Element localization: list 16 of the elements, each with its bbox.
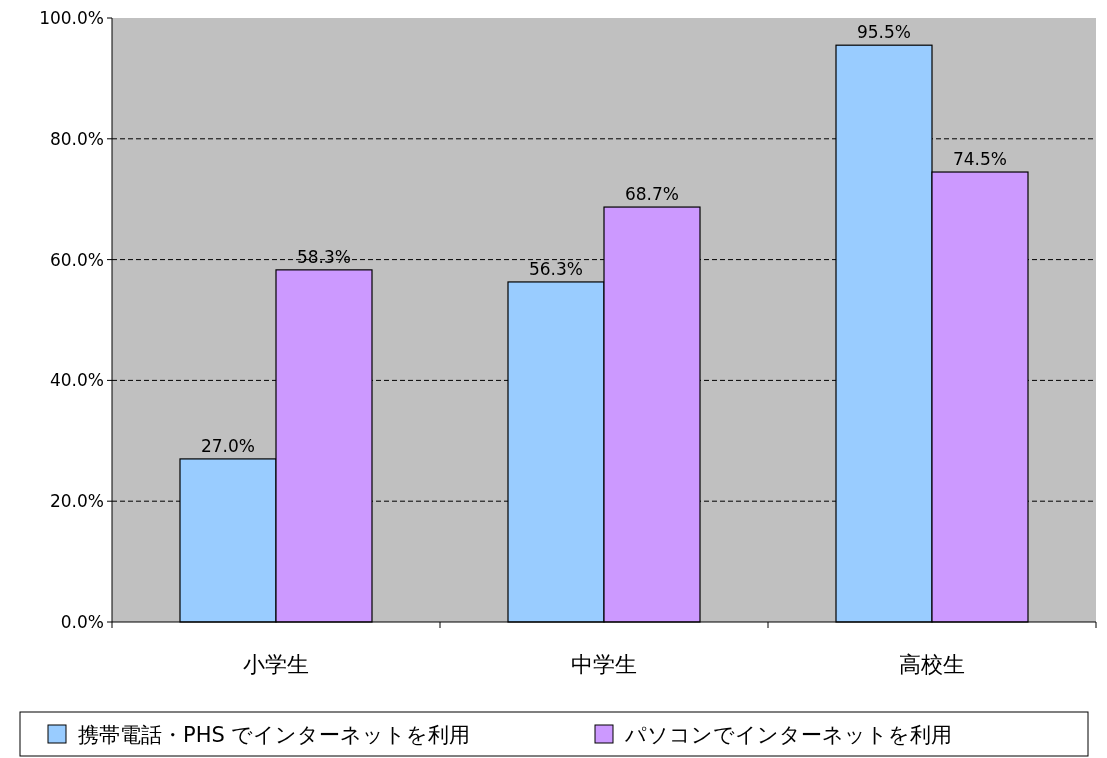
data-label: 74.5% <box>952 149 1008 170</box>
y-tick-label: 80.0% <box>49 128 104 149</box>
data-label: 27.0% <box>200 435 256 456</box>
legend-label: 携帯電話・PHS でインターネットを利用 <box>78 723 471 747</box>
y-tick-label: 40.0% <box>49 370 104 391</box>
x-tick-label: 小学生 <box>243 652 309 677</box>
y-tick-label: 0.0% <box>60 612 104 632</box>
y-tick-label: 100.0% <box>39 8 104 28</box>
y-tick-label: 20.0% <box>49 491 104 512</box>
y-tick-label: 60.0% <box>49 249 104 270</box>
data-label: 56.3% <box>528 258 584 279</box>
data-label: 68.7% <box>624 184 680 205</box>
data-label: 95.5% <box>856 22 912 43</box>
legend-label: パソコンでインターネットを利用 <box>624 723 952 747</box>
x-tick-label: 高校生 <box>899 652 965 677</box>
x-tick-label: 中学生 <box>571 652 637 677</box>
